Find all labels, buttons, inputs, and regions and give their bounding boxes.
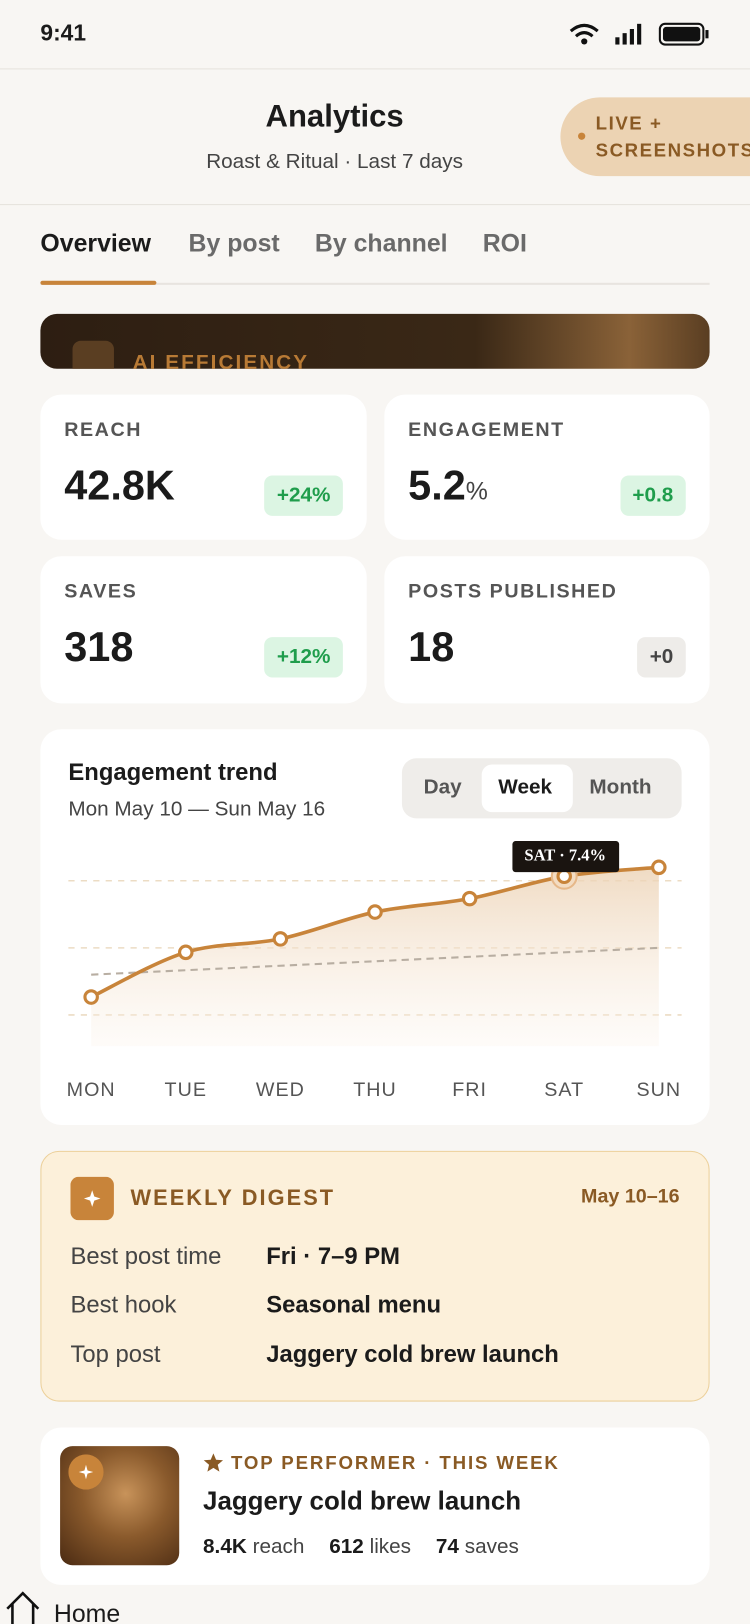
post-thumbnail (60, 1446, 180, 1566)
period-option[interactable]: Day (423, 775, 462, 799)
metric-card: ENGAGEMENT 5.2% +0.8 (384, 394, 710, 540)
metric-value: 318 (64, 625, 133, 672)
metric-value: 5.2% (408, 463, 488, 510)
metric-label: REACH (64, 419, 142, 442)
point (83, 989, 99, 1005)
stat-value: 74 (435, 1535, 459, 1558)
tooltip-box (512, 841, 620, 873)
trend-title: Engagement trend (68, 758, 278, 786)
point (651, 859, 667, 876)
stat: 612 likes (329, 1535, 411, 1558)
stat-label: reach (252, 1535, 305, 1558)
metric-number: 318 (64, 624, 134, 671)
banner-icon (72, 340, 114, 369)
top-post-card[interactable]: TOP PERFORMER · THIS WEEK Jaggery cold b… (40, 1427, 710, 1585)
tab[interactable]: Overview (40, 229, 151, 258)
stat-label: saves (464, 1535, 519, 1558)
metric-label: ENGAGEMENT (408, 419, 565, 442)
x-tick-label: MON (67, 1079, 116, 1101)
badge-label: LIVE + SCREENSHOTS (595, 112, 750, 161)
top-post-stats: 8.4K reach 612 likes 74 saves (203, 1535, 519, 1559)
digest-dates: May 10–16 (581, 1186, 680, 1208)
stat: 74 saves (436, 1535, 519, 1558)
tooltip: SAT · 7.4% (524, 845, 606, 864)
point (272, 931, 289, 947)
digest-card: WEEKLY DIGEST May 10–16 (40, 1150, 710, 1402)
page-title: Analytics (265, 99, 404, 134)
metric-card: SAVES 318 +12% (40, 556, 367, 704)
digest-label: Best post time (70, 1242, 222, 1269)
top-post-title: Jaggery cold brew launch (203, 1486, 522, 1516)
metric-change: +24% (264, 475, 343, 516)
x-tick-label: THU (353, 1079, 397, 1101)
stat-value: 8.4K (203, 1535, 247, 1558)
area (91, 867, 659, 1047)
metric-unit: % (465, 477, 488, 506)
point (461, 890, 478, 907)
x-tick-label: TUE (165, 1079, 207, 1101)
tab[interactable]: By channel (314, 229, 448, 258)
metric-change: +12% (264, 637, 343, 678)
point (367, 904, 383, 920)
tab-rule (40, 282, 710, 285)
metric-card: REACH 42.8K +24% (40, 394, 367, 540)
point (178, 944, 194, 961)
digest-value: Fri · 7–9 PM (266, 1242, 400, 1269)
status-time: 9:41 (40, 19, 87, 46)
stat-value: 612 (329, 1535, 364, 1558)
x-tick-label: WED (256, 1079, 305, 1101)
metric-change: +0.8 (620, 475, 686, 516)
digest-value: Jaggery cold brew launch (266, 1340, 559, 1368)
period-option[interactable]: Week (498, 775, 553, 799)
ai-banner[interactable]: AI EFFICIENCY (40, 313, 710, 369)
metric-label: SAVES (64, 581, 138, 603)
x-tick-label: SUN (637, 1079, 682, 1101)
nav-home[interactable]: Home (53, 1600, 121, 1624)
tab[interactable]: ROI (482, 229, 527, 258)
trend-line (91, 946, 659, 976)
status-icons (569, 22, 709, 46)
digest-icon (70, 1176, 114, 1221)
digest-value: Seasonal menu (266, 1290, 442, 1318)
metric-change: +0 (637, 637, 686, 678)
metric-value: 42.8K (64, 463, 175, 510)
page-subtitle: Roast & Ritual · Last 7 days (206, 150, 463, 173)
divider (0, 204, 750, 206)
stat: 8.4K reach (203, 1535, 304, 1558)
tab[interactable]: By post (188, 229, 280, 258)
live-badge[interactable]: LIVE + SCREENSHOTS (560, 97, 750, 177)
badge-dot (578, 132, 586, 140)
metric-label: POSTS PUBLISHED (408, 581, 618, 603)
trend-chart: MON TUE WED THU FRI SAT SUN SAT · 7.4% (67, 841, 682, 1101)
home-icon[interactable] (4, 1590, 41, 1624)
metric-number: 18 (408, 624, 455, 671)
star-icon (203, 1453, 224, 1472)
tab-indicator (40, 280, 157, 285)
metric-card: POSTS PUBLISHED 18 +0 (384, 556, 710, 704)
digest-label: Top post (70, 1340, 161, 1368)
metric-value: 18 (408, 625, 454, 672)
top-post-label: TOP PERFORMER · THIS WEEK (231, 1452, 560, 1474)
period-option[interactable]: Month (589, 775, 652, 799)
divider (0, 68, 750, 70)
digest-title: WEEKLY DIGEST (130, 1186, 336, 1210)
digest-label: Best hook (70, 1290, 177, 1318)
stat-label: likes (369, 1535, 412, 1558)
metric-number: 5.2 (408, 463, 466, 509)
metric-number: 42.8K (64, 463, 175, 509)
period-toggle: Day Week Month (401, 758, 682, 819)
banner-label: AI EFFICIENCY (132, 351, 310, 369)
x-tick-label: FRI (452, 1079, 487, 1101)
trend-range: Mon May 10 — Sun May 16 (68, 797, 326, 821)
x-tick-label: SAT (544, 1079, 584, 1101)
